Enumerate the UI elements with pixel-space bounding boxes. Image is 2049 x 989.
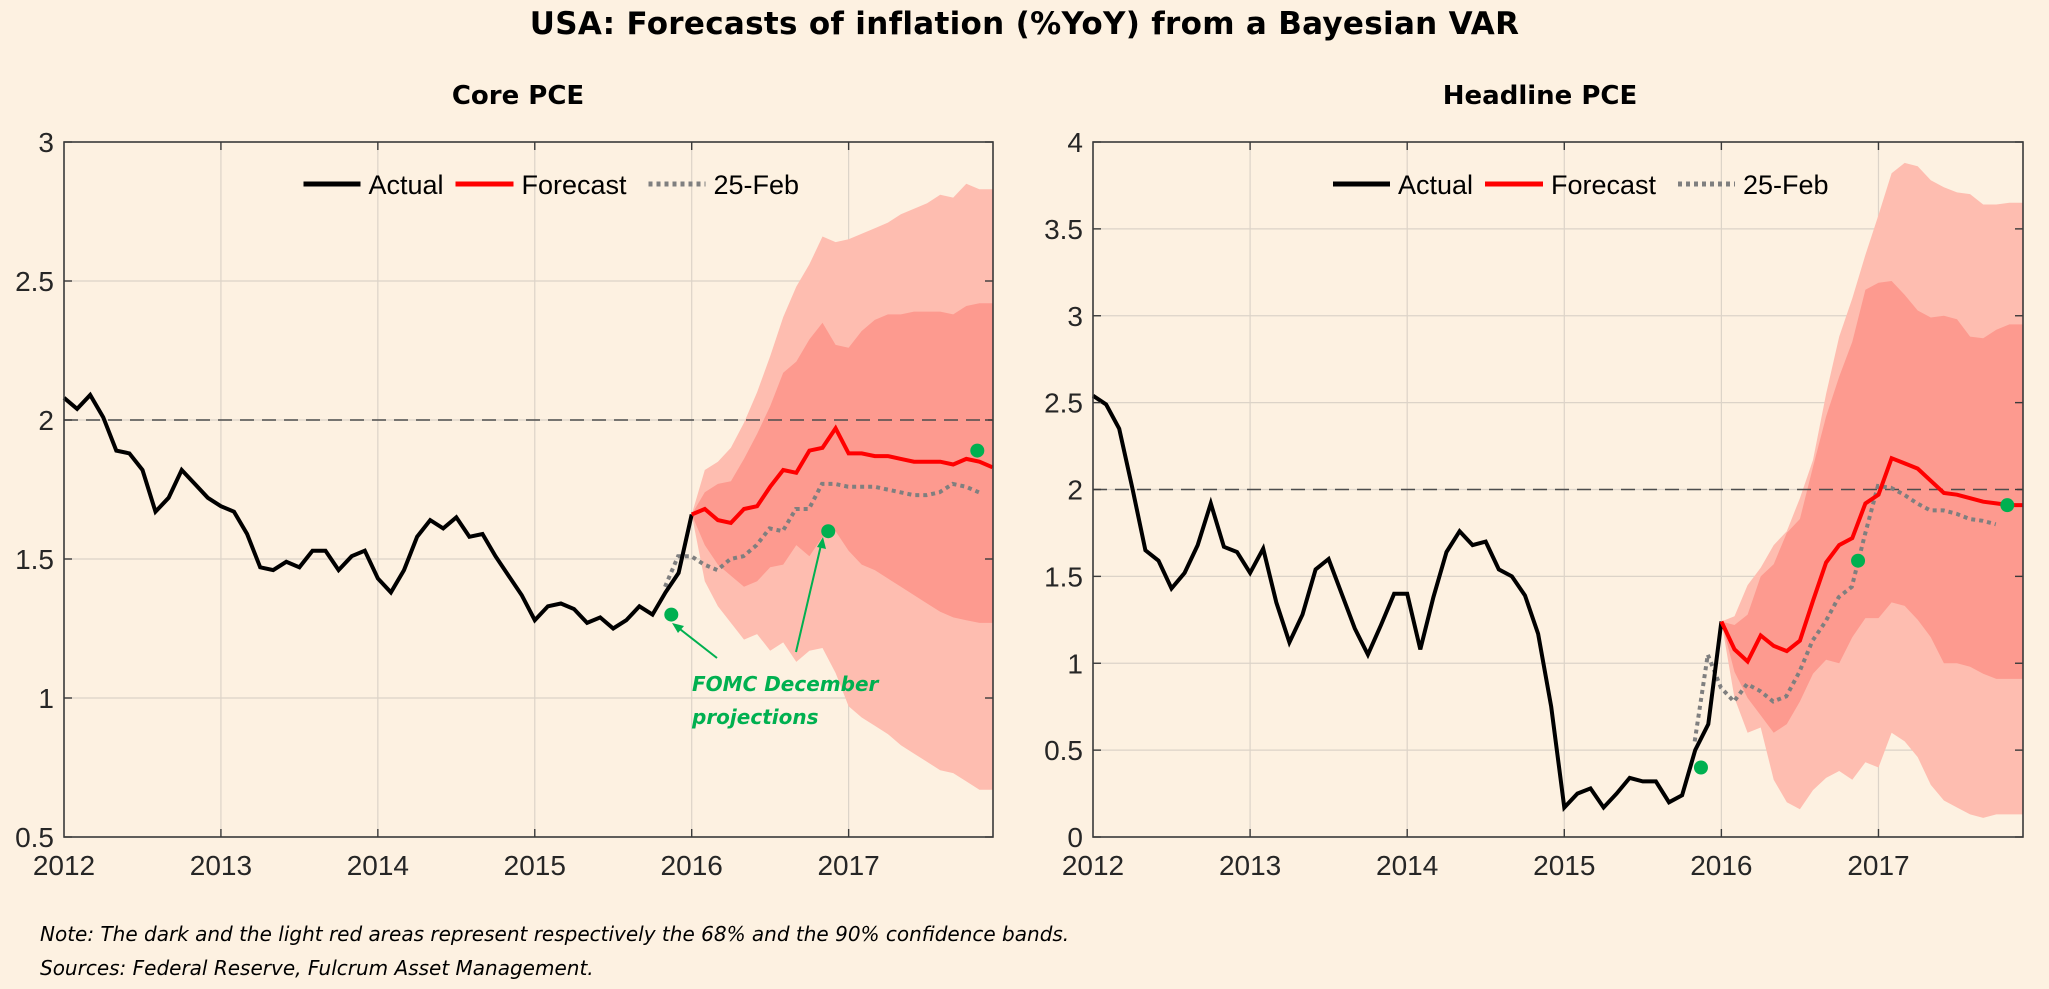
- sources-text: Sources: Federal Reserve, Fulcrum Asset …: [40, 956, 594, 980]
- y-tick-label: 0.5: [1044, 735, 1083, 766]
- series-25-feb: [1692, 483, 1997, 742]
- series-actual: [1091, 394, 1724, 812]
- x-tick-label: 2015: [1533, 850, 1595, 881]
- y-tick-label: 0: [1067, 822, 1083, 853]
- x-tick-label: 2012: [1062, 850, 1124, 881]
- legend-label-25-feb: 25-Feb: [714, 170, 800, 200]
- y-tick-label: 2.5: [1044, 388, 1083, 419]
- series-forecast: [690, 424, 994, 526]
- x-tick-label: 2015: [504, 850, 566, 881]
- legend: Actual Forecast 25-Feb: [1333, 170, 1829, 200]
- x-tick-label: 2014: [347, 850, 409, 881]
- fomc-projection-point: [1693, 760, 1708, 775]
- y-tick-label: 1: [1067, 648, 1083, 679]
- x-tick-label: 2017: [1847, 850, 1909, 881]
- legend-label-actual: Actual: [1398, 170, 1473, 200]
- y-tick-label: 3: [1067, 301, 1083, 332]
- fomc-projection-point: [970, 443, 985, 458]
- main-title: USA: Forecasts of inflation (%YoY) from …: [529, 6, 1520, 42]
- x-tick-label: 2014: [1376, 850, 1438, 881]
- legend-label-forecast: Forecast: [522, 170, 628, 200]
- y-tick-label: 2: [1067, 475, 1083, 506]
- legend-label-forecast: Forecast: [1551, 170, 1657, 200]
- y-tick-label: 1: [38, 683, 54, 714]
- fomc-projection-point: [1851, 553, 1866, 568]
- arrowhead-icon: [672, 623, 684, 633]
- y-tick-label: 3.5: [1044, 214, 1083, 245]
- fomc-projection-point: [2000, 498, 2015, 513]
- headline-chart: Headline PCE 2012 2013 2014 2015 2016 2017 0 0.5…: [1044, 81, 2024, 881]
- y-tick-label: 1.5: [1044, 561, 1083, 592]
- y-tick-label: 0.5: [15, 822, 54, 853]
- confidence-band-68: [691, 303, 993, 623]
- x-tick-label: 2013: [190, 850, 252, 881]
- series-25-feb: [663, 481, 980, 588]
- x-tick-label: 2012: [33, 850, 95, 881]
- legend: Actual Forecast 25-Feb: [303, 170, 800, 200]
- annotation-arrow: [675, 625, 718, 659]
- fomc-projection-point: [821, 524, 836, 539]
- annotation-arrow: [795, 544, 822, 653]
- x-tick-label: 2017: [817, 850, 879, 881]
- x-tick-label: 2013: [1219, 850, 1281, 881]
- annotation-line-1: FOMC December: [692, 672, 880, 696]
- series-forecast: [1719, 455, 2023, 665]
- y-tick-label: 1.5: [15, 544, 54, 575]
- y-tick-label: 2: [38, 405, 54, 436]
- chart-subtitle: Core PCE: [452, 81, 584, 111]
- y-tick-label: 2.5: [15, 266, 54, 297]
- annotation-line-2: projections: [691, 705, 819, 729]
- confidence-band-68: [1721, 281, 2023, 733]
- chart-subtitle: Headline PCE: [1443, 81, 1637, 111]
- plot-frame: [63, 141, 994, 838]
- x-tick-label: 2016: [661, 850, 723, 881]
- legend-label-25-feb: 25-Feb: [1743, 170, 1829, 200]
- core-chart: Core PCE FOMC December projections 2012 2013…: [15, 81, 994, 881]
- arrowhead-icon: [817, 537, 826, 549]
- note-text: Note: The dark and the light red areas r…: [40, 922, 1070, 946]
- x-tick-label: 2016: [1690, 850, 1752, 881]
- y-tick-label: 3: [38, 127, 54, 158]
- legend-label-actual: Actual: [369, 170, 444, 200]
- y-tick-label: 4: [1067, 127, 1083, 158]
- series-actual: [62, 391, 694, 631]
- fomc-projection-point: [664, 607, 679, 622]
